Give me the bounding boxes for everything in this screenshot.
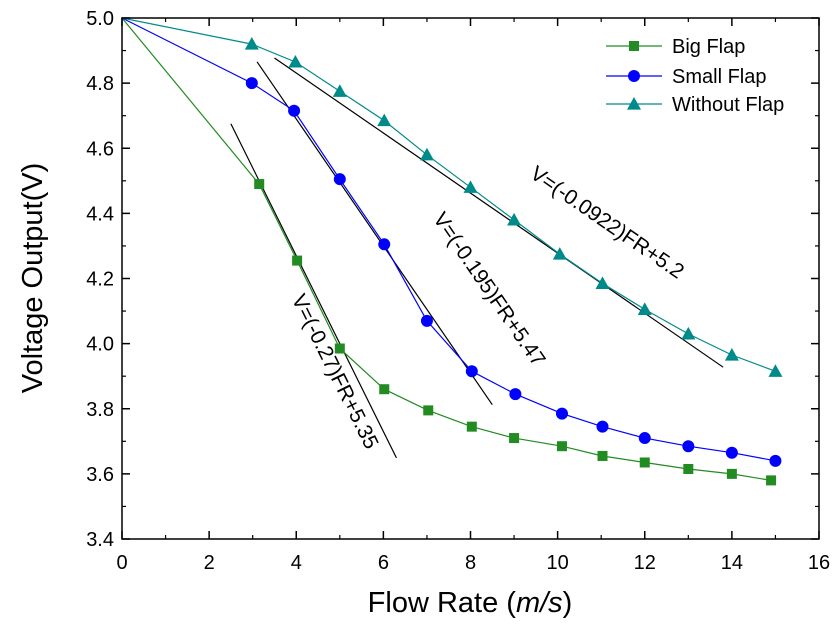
legend: Big Flap Small Flap Without Flap [606, 36, 784, 116]
data-point-square [683, 463, 694, 474]
x-tick-label: 16 [808, 552, 830, 574]
data-point-circle [628, 70, 640, 82]
x-tick-label: 14 [721, 552, 743, 574]
data-point-circle [682, 440, 695, 453]
data-point-square [629, 41, 639, 51]
data-point-triangle [377, 113, 392, 127]
legend-label: Without Flap [672, 94, 784, 116]
data-point-circle [509, 388, 522, 401]
legend-label: Small Flap [672, 66, 766, 88]
data-point-square [423, 405, 434, 416]
data-point-circle [638, 432, 651, 445]
data-point-square [556, 441, 567, 452]
data-point-triangle [244, 37, 259, 50]
x-axis-title: Flow Rate (m/s) [368, 587, 573, 619]
series-line [121, 17, 776, 372]
data-point-triangle [288, 54, 303, 68]
x-tick-label: 0 [116, 552, 127, 574]
y-tick-label: 3.8 [86, 399, 114, 421]
data-point-circle [245, 77, 258, 90]
data-point-square [254, 179, 265, 190]
data-point-triangle [552, 247, 567, 260]
data-point-square [766, 475, 777, 486]
data-point-square [466, 421, 477, 432]
data-point-triangle [681, 326, 696, 340]
data-point-circle [420, 314, 433, 327]
data-point-triangle [637, 302, 652, 316]
y-tick-label: 3.6 [86, 464, 114, 486]
data-point-square [292, 255, 303, 266]
data-point-circle [769, 454, 782, 467]
data-point-square [726, 468, 737, 479]
fit-line [256, 61, 493, 406]
x-tick-label: 10 [547, 552, 569, 574]
data-point-triangle [419, 147, 434, 161]
data-point-square [639, 457, 650, 468]
series-markers [244, 37, 783, 486]
series-line [121, 17, 776, 462]
y-axis-title: Voltage Output(V) [17, 163, 49, 394]
y-tick-label: 4.0 [86, 334, 114, 356]
data-point-triangle [724, 348, 739, 361]
y-tick-label: 4.2 [86, 269, 114, 291]
data-point-triangle [595, 276, 610, 289]
y-tick-label: 5.0 [86, 8, 114, 30]
data-point-circle [596, 420, 609, 433]
data-point-triangle [768, 364, 783, 377]
tick-labels: 0 2 4 6 8 10 12 14 16 3.4 3.6 3.8 4.0 4.2 4.4 4.6 4.8 5.0 [86, 8, 830, 574]
series-line [121, 17, 772, 481]
data-point-circle [288, 104, 301, 117]
y-tick-label: 3.4 [86, 529, 114, 551]
legend-label: Big Flap [672, 36, 745, 58]
data-point-circle [465, 365, 478, 378]
data-point-square [509, 433, 520, 444]
x-tick-label: 6 [378, 552, 389, 574]
data-point-square [379, 384, 390, 395]
x-tick-label: 4 [291, 552, 302, 574]
data-point-circle [333, 173, 346, 186]
axis-ticks [121, 17, 820, 540]
data-point-triangle [507, 212, 522, 226]
x-tick-label: 2 [204, 552, 215, 574]
y-tick-label: 4.6 [86, 138, 114, 160]
plot-area [121, 17, 820, 540]
data-point-square [334, 343, 345, 354]
data-point-circle [555, 407, 568, 420]
y-tick-label: 4.4 [86, 203, 114, 225]
fit-line [274, 57, 724, 368]
y-tick-label: 4.8 [86, 73, 114, 95]
x-tick-label: 8 [465, 552, 476, 574]
data-point-triangle [463, 180, 478, 193]
data-point-triangle [627, 97, 641, 110]
data-point-circle [725, 446, 738, 459]
x-tick-label: 12 [634, 552, 656, 574]
data-point-circle [378, 238, 391, 251]
series-lines [121, 17, 776, 481]
data-point-triangle [332, 84, 347, 97]
data-point-square [597, 450, 608, 461]
